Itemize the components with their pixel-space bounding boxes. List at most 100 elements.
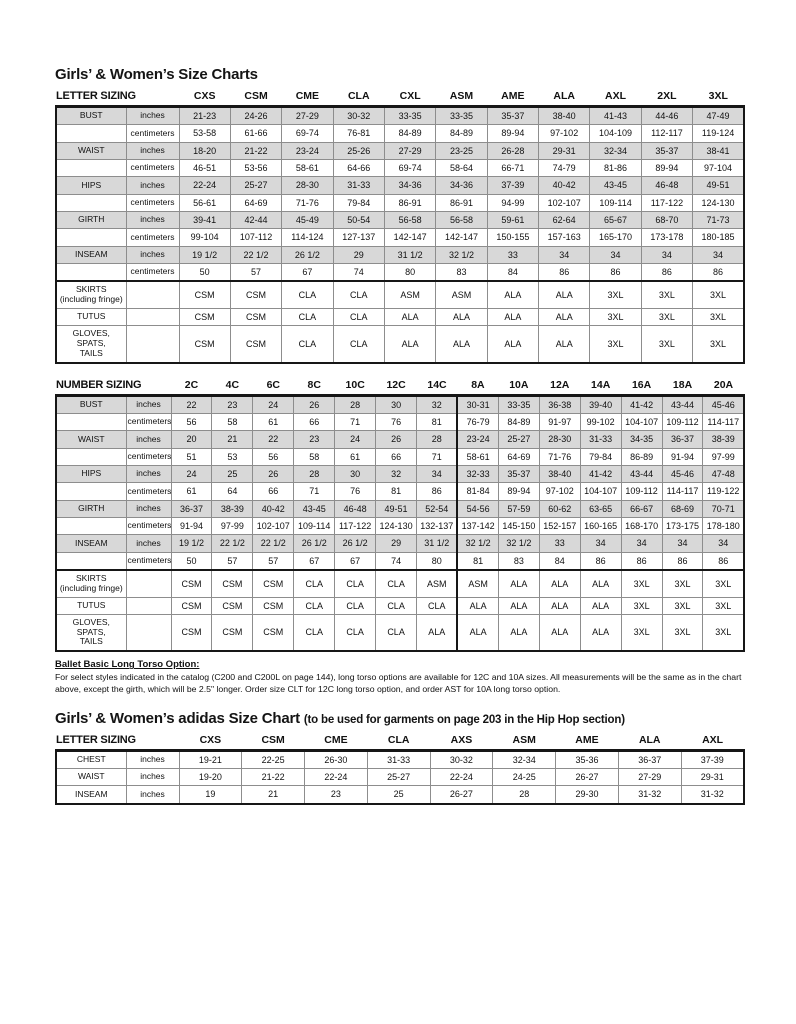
row-label: GIRTH (55, 211, 127, 230)
size-value-cell: 58-64 (435, 159, 488, 178)
size-value-cell: 65-67 (589, 211, 642, 230)
size-value-cell: 26 (293, 394, 336, 414)
row-label: HIPS (55, 464, 127, 484)
column-header-ala: ALA (538, 88, 590, 108)
size-value-cell: ALA (538, 307, 591, 327)
size-value-cell: 57 (252, 551, 295, 571)
unit-label (125, 280, 180, 309)
size-value-cell: 86 (579, 551, 622, 571)
size-value-cell: 97-104 (692, 159, 746, 178)
table-spacer (55, 364, 745, 377)
size-value-cell: ASM (383, 280, 437, 309)
size-value-cell: 57-59 (497, 499, 540, 519)
size-value-cell: 23-24 (281, 141, 334, 161)
column-header-10a: 10A (498, 376, 540, 397)
size-value-cell: 84-89 (497, 412, 540, 432)
size-value-cell: 41-43 (589, 105, 642, 126)
letter-sizing-header-label: LETTER SIZING (56, 88, 179, 108)
size-value-cell: 80 (416, 551, 458, 571)
column-header-cme: CME (304, 731, 368, 752)
size-value-cell: 57 (229, 263, 283, 282)
size-value-cell: 36-37 (617, 749, 682, 769)
size-value-cell: CLA (334, 596, 377, 615)
size-value-cell: 58 (293, 447, 336, 466)
size-value-cell: 31-32 (617, 785, 682, 805)
letter-sizing-table-container: LETTER SIZING CXS CSM CME CLA CXL ASM AME ALA AXL… (55, 88, 746, 364)
size-value-cell: 64-69 (497, 447, 540, 466)
column-header-csm: CSM (230, 88, 282, 108)
table-row: centimeters 91-94 97-99 102-107 109-114 117-1… (55, 517, 746, 536)
size-value-cell: 76 (334, 482, 377, 501)
size-value-cell: ALA (486, 325, 540, 364)
size-value-cell: 97-102 (538, 482, 581, 501)
size-value-cell: 152-157 (538, 517, 581, 536)
size-value-cell: CSM (211, 596, 254, 615)
size-value-cell: 145-150 (497, 517, 540, 536)
size-value-cell: 127-137 (332, 228, 385, 247)
unit-label: inches (125, 245, 180, 265)
size-value-cell: 81-84 (456, 482, 499, 501)
size-value-cell: 80 (383, 263, 437, 282)
size-value-cell: CSM (170, 613, 213, 653)
size-value-cell: 19-21 (178, 749, 243, 769)
size-value-cell: 84-89 (435, 124, 488, 143)
size-value-cell: 81-86 (589, 159, 642, 178)
size-value-cell: 23-24 (456, 430, 499, 449)
column-header-14a: 14A (580, 376, 622, 397)
size-value-cell: 24-26 (229, 105, 283, 126)
size-value-cell: 31-32 (680, 785, 745, 805)
row-label: TUTUS (55, 307, 127, 327)
size-value-cell: 104-107 (579, 482, 622, 501)
adidas-title-subtitle: (to be used for garments on page 203 in … (303, 713, 625, 726)
size-value-cell: 39-41 (178, 211, 231, 230)
size-value-cell: ALA (435, 307, 488, 327)
adidas-letter-sizing-header-row: LETTER SIZING CXS CSM CME CLA AXS ASM AME ALA AXL (56, 731, 744, 752)
column-header-axl: AXL (681, 731, 744, 752)
size-value-cell: 54-56 (456, 499, 499, 519)
size-value-cell: 61-66 (229, 124, 283, 143)
size-value-cell: ALA (497, 569, 540, 598)
size-value-cell: 56 (170, 412, 213, 432)
size-value-cell: ALA (456, 613, 499, 653)
column-header-ame: AME (555, 731, 619, 752)
size-value-cell: 66 (293, 412, 336, 432)
size-value-cell: CSM (229, 325, 283, 364)
size-value-cell: 84 (486, 263, 540, 282)
row-label: INSEAM (55, 534, 127, 553)
size-value-cell: 32 1/2 (435, 245, 488, 265)
column-header-asm: ASM (492, 731, 556, 752)
size-value-cell: 43-44 (661, 394, 704, 414)
column-header-6c: 6C (252, 376, 294, 397)
size-value-cell: 30-32 (429, 749, 494, 769)
size-value-cell: 22-24 (429, 767, 494, 787)
size-value-cell: 21-22 (241, 767, 306, 787)
size-value-cell: 43-45 (589, 176, 642, 195)
size-value-cell: CLA (416, 596, 458, 615)
size-value-cell: 53-56 (229, 159, 283, 178)
size-value-cell: 36-38 (538, 394, 581, 414)
unit-label: inches (125, 141, 180, 161)
size-value-cell: 97-102 (538, 124, 591, 143)
size-value-cell: 27-29 (383, 141, 437, 161)
size-value-cell: 38-39 (702, 430, 746, 449)
size-value-cell: 34 (538, 245, 591, 265)
size-value-cell: 35-37 (486, 105, 540, 126)
size-value-cell: ALA (579, 569, 622, 598)
page-title-size-charts: Girls’ & Women’s Size Charts (55, 66, 258, 83)
size-value-cell: 34 (579, 534, 622, 553)
size-value-cell: 34 (661, 534, 704, 553)
column-header-ame: AME (487, 88, 539, 108)
row-label: SKIRTS (including fringe) (55, 280, 127, 309)
size-value-cell: CSM (252, 569, 295, 598)
size-value-cell: 165-170 (589, 228, 642, 247)
size-value-cell: 86 (692, 263, 746, 282)
size-value-cell: 132-137 (416, 517, 458, 536)
column-header-10c: 10C (334, 376, 376, 397)
size-value-cell: 160-165 (579, 517, 622, 536)
size-value-cell: 3XL (692, 307, 746, 327)
size-value-cell: 40-42 (252, 499, 295, 519)
size-value-cell: 53-58 (178, 124, 231, 143)
row-label (55, 124, 127, 143)
size-value-cell: 37-39 (486, 176, 540, 195)
size-value-cell: 28 (492, 785, 557, 805)
